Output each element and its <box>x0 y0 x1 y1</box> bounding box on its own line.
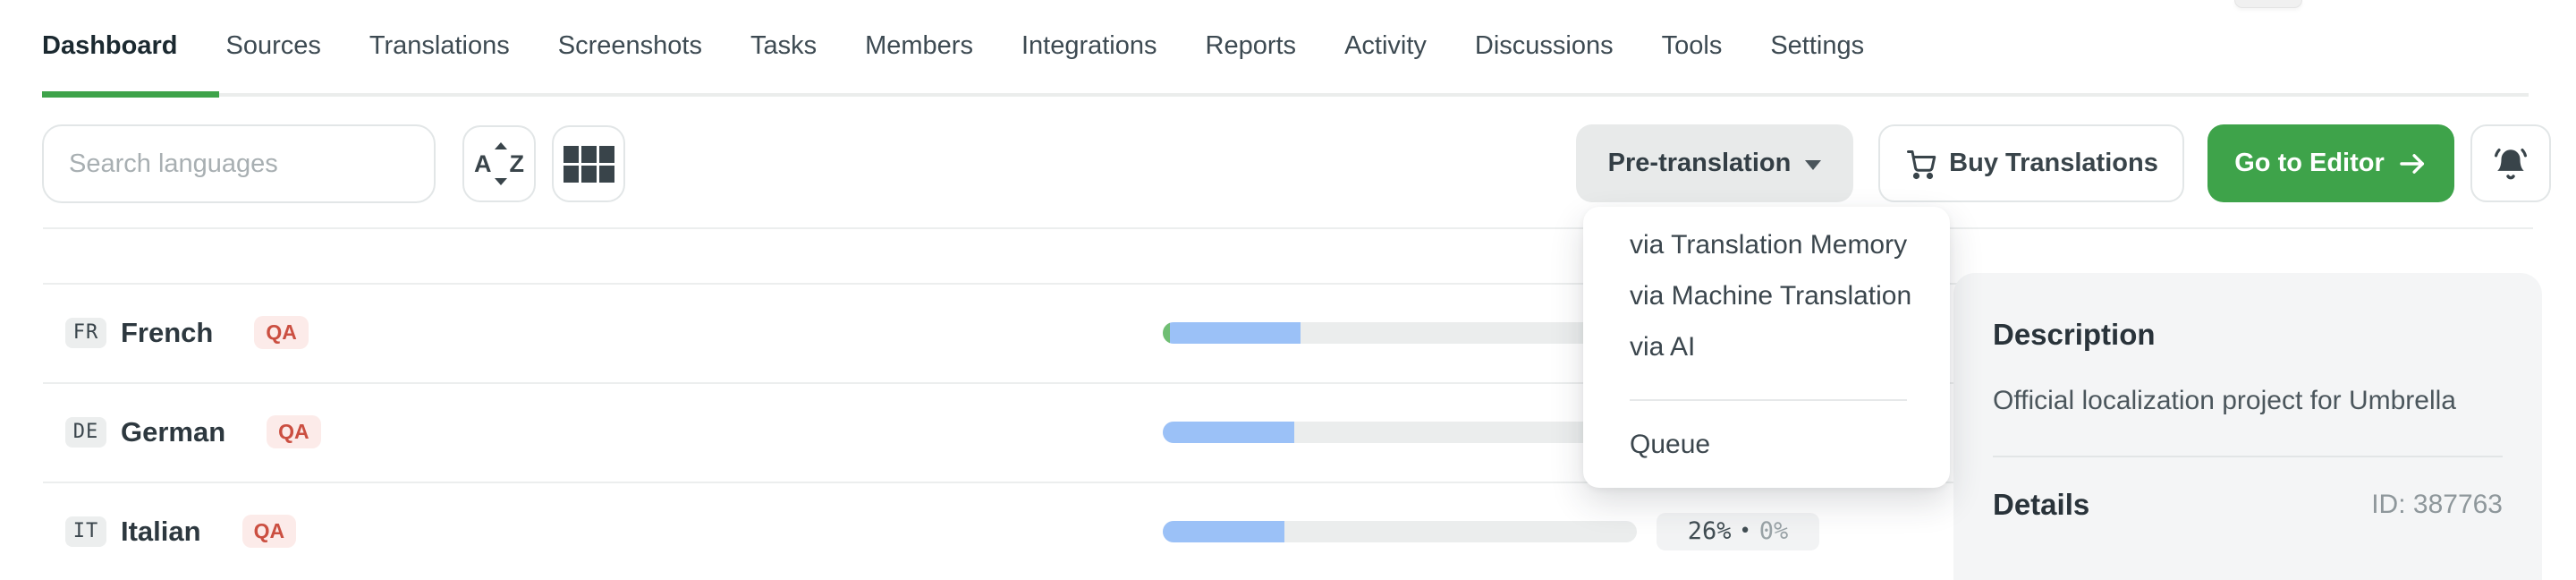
language-code-badge: DE <box>65 416 106 448</box>
bell-icon <box>2494 148 2528 179</box>
row-divider <box>43 482 2533 483</box>
row-divider <box>43 283 2533 285</box>
progress-stats-badge: 26% • 0% <box>1657 512 1819 550</box>
project-nav: Dashboard Sources Translations Screensho… <box>19 0 1887 91</box>
pretranslation-label: Pre-translation <box>1607 149 1792 177</box>
buy-translations-label: Buy Translations <box>1949 149 2158 177</box>
top-cutoff-element <box>2234 0 2302 8</box>
pretranslation-menu: via Translation Memory via Machine Trans… <box>1583 207 1950 488</box>
progress-fill-approved <box>1163 321 1170 344</box>
qa-badge: QA <box>267 414 321 449</box>
grid-view-icon <box>563 145 614 183</box>
nav-underline-track <box>42 93 2529 97</box>
progress-fill-translated <box>1163 520 1285 542</box>
sort-az-icon: A Z <box>474 142 524 185</box>
language-name: Italian <box>121 515 201 547</box>
project-id: ID: 387763 <box>2371 490 2503 519</box>
tab-reports[interactable]: Reports <box>1205 30 1297 60</box>
go-to-editor-label: Go to Editor <box>2234 149 2385 177</box>
panel-divider <box>1993 456 2503 457</box>
stats-separator-dot: • <box>1739 520 1751 542</box>
grid-view-button[interactable] <box>552 125 625 202</box>
tab-members[interactable]: Members <box>865 30 973 60</box>
translation-progress-bar <box>1163 421 1637 443</box>
translation-progress-bar <box>1163 520 1637 542</box>
tab-dashboard[interactable]: Dashboard <box>42 30 178 60</box>
language-code-badge: IT <box>65 516 106 547</box>
sort-az-button[interactable]: A Z <box>462 125 536 202</box>
search-input[interactable] <box>42 124 436 203</box>
menu-divider <box>1630 399 1907 401</box>
translated-percent: 26% <box>1687 517 1732 545</box>
description-text: Official localization project for Umbrel… <box>1993 386 2456 415</box>
progress-fill-translated <box>1163 421 1294 443</box>
language-name: German <box>121 415 226 448</box>
qa-badge: QA <box>242 514 297 549</box>
menu-item-via-translation-memory[interactable]: via Translation Memory <box>1630 229 1908 260</box>
active-tab-underline <box>42 91 219 98</box>
description-title: Description <box>1993 318 2156 351</box>
tab-settings[interactable]: Settings <box>1770 30 1865 60</box>
menu-item-via-ai[interactable]: via AI <box>1630 331 1696 362</box>
qa-badge: QA <box>254 315 309 350</box>
language-row-italian[interactable]: IT Italian QA 26% • 0% <box>0 482 2576 580</box>
tab-activity[interactable]: Activity <box>1344 30 1427 60</box>
menu-item-via-machine-translation[interactable]: via Machine Translation <box>1630 280 1912 311</box>
project-details-panel: Description Official localization projec… <box>1953 273 2542 580</box>
tab-translations[interactable]: Translations <box>369 30 510 60</box>
arrow-right-icon <box>2400 153 2424 174</box>
row-divider <box>43 382 2533 384</box>
tab-tasks[interactable]: Tasks <box>750 30 818 60</box>
language-row-german[interactable]: DE German QA <box>0 382 2576 482</box>
progress-fill-translated <box>1169 321 1301 344</box>
pretranslation-dropdown-button[interactable]: Pre-translation <box>1576 124 1853 202</box>
section-divider <box>43 227 2533 229</box>
translation-progress-bar <box>1163 321 1637 344</box>
tab-discussions[interactable]: Discussions <box>1474 30 1614 60</box>
go-to-editor-button[interactable]: Go to Editor <box>2207 124 2454 202</box>
tab-tools[interactable]: Tools <box>1661 30 1723 60</box>
buy-translations-button[interactable]: Buy Translations <box>1878 124 2184 202</box>
chevron-down-icon <box>1805 160 1822 170</box>
tab-sources[interactable]: Sources <box>225 30 321 60</box>
approved-percent: 0% <box>1758 517 1789 545</box>
language-row-french[interactable]: FR French QA <box>0 283 2576 382</box>
cart-icon <box>1907 149 1936 179</box>
details-title: Details <box>1993 488 2090 521</box>
tab-integrations[interactable]: Integrations <box>1021 30 1157 60</box>
tab-screenshots[interactable]: Screenshots <box>557 30 702 60</box>
language-name: French <box>121 316 214 348</box>
menu-item-queue[interactable]: Queue <box>1630 430 1711 459</box>
language-code-badge: FR <box>65 317 106 348</box>
notifications-button[interactable] <box>2470 124 2551 202</box>
